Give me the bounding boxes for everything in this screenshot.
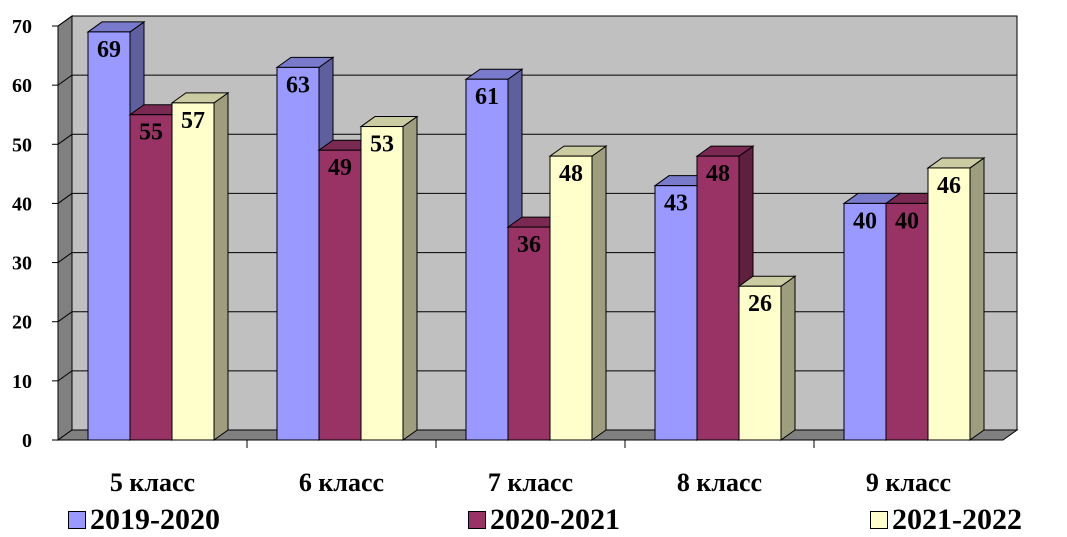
bar-front bbox=[885, 202, 929, 441]
bar bbox=[926, 156, 986, 441]
data-label: 49 bbox=[328, 155, 352, 181]
bar bbox=[359, 115, 419, 441]
bar-front bbox=[843, 202, 887, 441]
data-label: 57 bbox=[181, 108, 205, 134]
y-tick-label: 30 bbox=[12, 253, 32, 275]
legend-label-series-3: 2021-2022 bbox=[892, 503, 1022, 536]
bar-front bbox=[276, 66, 320, 441]
legend-item-series-3: 2021-2022 bbox=[870, 503, 1022, 537]
y-tick-label: 50 bbox=[12, 134, 32, 156]
data-label: 43 bbox=[664, 191, 688, 217]
x-tick-label: 9 класс bbox=[866, 468, 951, 497]
bar bbox=[548, 145, 608, 441]
legend-item-series-2: 2020-2021 bbox=[468, 503, 620, 537]
x-tick-label: 7 класс bbox=[488, 468, 573, 497]
bar bbox=[170, 91, 230, 441]
gridline bbox=[57, 133, 1017, 145]
bar-front bbox=[696, 155, 740, 441]
y-tick-label: 10 bbox=[12, 371, 32, 393]
bar-front bbox=[654, 185, 698, 441]
bar-front bbox=[318, 149, 362, 441]
y-tick-label: 60 bbox=[12, 75, 32, 97]
bar bbox=[737, 275, 797, 441]
y-tick-label: 40 bbox=[12, 193, 32, 215]
bar-front bbox=[171, 102, 215, 441]
legend-swatch-series-1 bbox=[68, 511, 86, 529]
data-label: 53 bbox=[370, 132, 394, 158]
data-label: 26 bbox=[748, 291, 772, 317]
bar-side bbox=[969, 156, 985, 441]
x-tick-label: 5 класс bbox=[110, 468, 195, 497]
bars bbox=[86, 20, 986, 441]
data-label: 46 bbox=[937, 173, 961, 199]
axes: 0 10 20 30 40 50 60 70 5 класс 6 класс 7 класс 8 кл… bbox=[12, 16, 1003, 497]
x-tick-label: 6 класс bbox=[299, 468, 384, 497]
data-label: 61 bbox=[475, 84, 499, 110]
bar-front bbox=[129, 114, 173, 441]
data-label: 36 bbox=[517, 232, 541, 258]
bar-front bbox=[507, 226, 551, 441]
bar-front bbox=[360, 126, 404, 441]
bar-front bbox=[738, 285, 782, 441]
bar-side bbox=[780, 275, 796, 441]
bar-side bbox=[402, 115, 418, 441]
data-label: 63 bbox=[286, 72, 310, 98]
legend-label-series-2: 2020-2021 bbox=[490, 503, 620, 536]
data-labels: 69 55 57 63 49 53 61 36 48 43 48 26 40 40 46 bbox=[97, 37, 961, 317]
data-label: 69 bbox=[97, 37, 121, 63]
data-label: 48 bbox=[559, 161, 583, 187]
y-tick-label: 0 bbox=[22, 430, 32, 452]
y-tick-label: 20 bbox=[12, 312, 32, 334]
legend-swatch-series-3 bbox=[870, 511, 888, 529]
bar-front bbox=[87, 31, 131, 441]
legend-label-series-1: 2019-2020 bbox=[90, 503, 220, 536]
legend-item-series-1: 2019-2020 bbox=[68, 503, 220, 537]
bar-side bbox=[591, 145, 607, 441]
bar-side bbox=[213, 91, 229, 441]
data-label: 48 bbox=[706, 161, 730, 187]
gridline bbox=[57, 15, 1017, 27]
data-label: 40 bbox=[853, 208, 877, 234]
y-tick-label: 70 bbox=[12, 16, 32, 38]
bar-front bbox=[465, 78, 509, 441]
legend-swatch-series-2 bbox=[468, 511, 486, 529]
bar-front bbox=[549, 155, 593, 441]
data-label: 40 bbox=[895, 208, 919, 234]
data-label: 55 bbox=[139, 120, 163, 146]
legend: 2019-2020 2020-2021 2021-2022 bbox=[0, 503, 1067, 537]
bar-front bbox=[927, 167, 971, 441]
x-tick-label: 8 класс bbox=[677, 468, 762, 497]
gridline bbox=[57, 74, 1017, 86]
